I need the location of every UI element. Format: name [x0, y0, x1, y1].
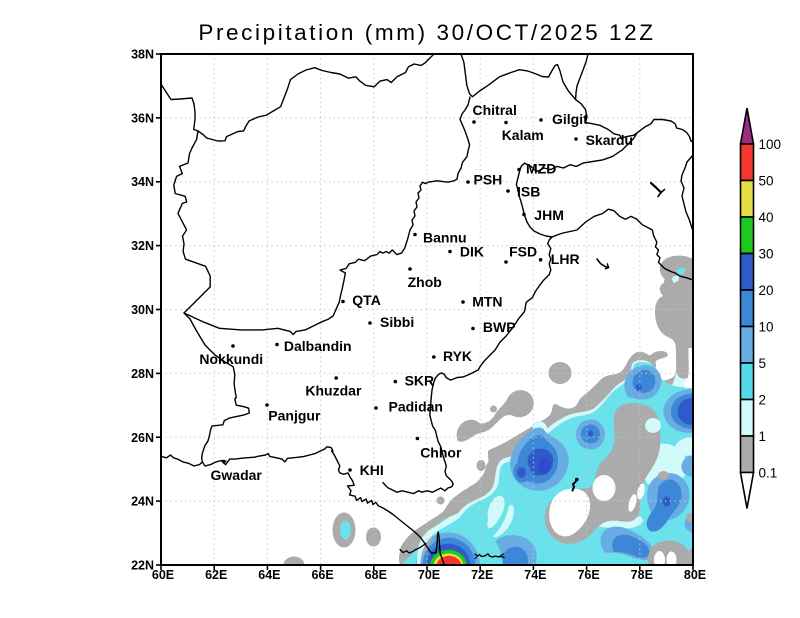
svg-text:40: 40 — [759, 210, 774, 225]
svg-text:0.1: 0.1 — [759, 466, 778, 481]
svg-text:RYK: RYK — [443, 348, 472, 364]
svg-text:1: 1 — [759, 429, 767, 444]
svg-text:26N: 26N — [131, 431, 154, 445]
svg-text:80E: 80E — [684, 568, 706, 582]
svg-text:ISB: ISB — [517, 183, 540, 199]
svg-text:Bannu: Bannu — [423, 230, 467, 246]
svg-text:Skardu: Skardu — [586, 132, 633, 148]
svg-text:MTN: MTN — [472, 294, 502, 310]
svg-text:38N: 38N — [131, 48, 154, 62]
svg-text:Chhor: Chhor — [420, 444, 462, 460]
svg-text:66E: 66E — [311, 568, 333, 582]
svg-text:30N: 30N — [131, 303, 154, 317]
svg-text:BWP: BWP — [483, 319, 516, 335]
svg-text:Zhob: Zhob — [408, 274, 442, 290]
svg-text:60E: 60E — [152, 568, 174, 582]
svg-text:20: 20 — [759, 283, 774, 298]
svg-text:LHR: LHR — [551, 251, 580, 267]
svg-text:70E: 70E — [418, 568, 440, 582]
svg-text:Chitral: Chitral — [473, 102, 517, 118]
svg-text:JHM: JHM — [534, 207, 564, 223]
svg-text:Gilgit: Gilgit — [552, 111, 588, 127]
svg-text:Khuzdar: Khuzdar — [305, 383, 362, 399]
svg-text:Kalam: Kalam — [502, 127, 544, 143]
svg-text:MZD: MZD — [526, 161, 556, 177]
svg-text:Precipitation (mm) 30/OCT/2025: Precipitation (mm) 30/OCT/2025 12Z — [198, 20, 655, 45]
svg-text:30: 30 — [759, 247, 774, 262]
svg-text:DIK: DIK — [460, 244, 484, 260]
svg-text:50: 50 — [759, 174, 774, 189]
svg-text:74E: 74E — [524, 568, 546, 582]
svg-text:36N: 36N — [131, 111, 154, 125]
svg-text:KHI: KHI — [360, 462, 384, 478]
svg-text:78E: 78E — [631, 568, 653, 582]
svg-text:72E: 72E — [471, 568, 493, 582]
svg-text:QTA: QTA — [352, 292, 381, 308]
svg-text:Gwadar: Gwadar — [211, 467, 263, 483]
svg-text:76E: 76E — [577, 568, 599, 582]
svg-text:22N: 22N — [131, 559, 154, 573]
svg-text:Panjgur: Panjgur — [268, 408, 321, 424]
svg-text:68E: 68E — [365, 568, 387, 582]
svg-text:34N: 34N — [131, 175, 154, 189]
svg-text:Sibbi: Sibbi — [380, 314, 414, 330]
svg-text:24N: 24N — [131, 495, 154, 509]
svg-text:32N: 32N — [131, 239, 154, 253]
svg-text:64E: 64E — [258, 568, 280, 582]
svg-text:Nokkundi: Nokkundi — [199, 351, 263, 367]
svg-text:Padidan: Padidan — [389, 399, 443, 415]
svg-text:Dalbandin: Dalbandin — [284, 338, 352, 354]
svg-text:FSD: FSD — [509, 244, 537, 260]
svg-text:5: 5 — [759, 356, 767, 371]
svg-text:28N: 28N — [131, 367, 154, 381]
svg-text:SKR: SKR — [405, 373, 435, 389]
svg-text:2: 2 — [759, 393, 767, 408]
svg-text:100: 100 — [759, 137, 782, 152]
svg-text:PSH: PSH — [474, 172, 503, 188]
svg-text:62E: 62E — [205, 568, 227, 582]
svg-text:10: 10 — [759, 320, 774, 335]
